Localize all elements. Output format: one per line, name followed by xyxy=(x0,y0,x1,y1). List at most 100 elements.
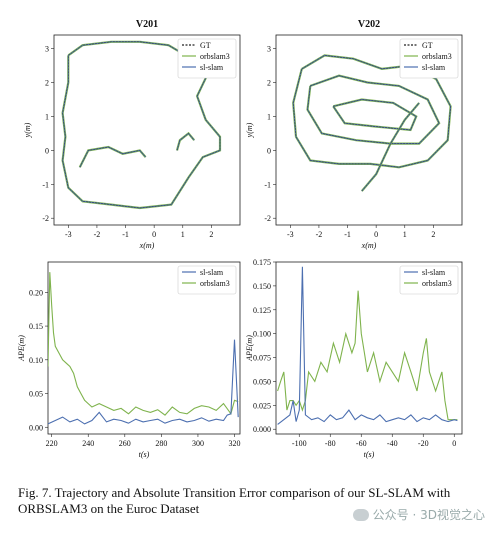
x-tick-label: 2 xyxy=(209,230,213,239)
sl-slam-trajectory xyxy=(361,102,420,192)
figure-caption: Fig. 7. Trajectory and Absolute Transiti… xyxy=(18,485,451,516)
x-tick-label: 240 xyxy=(82,439,94,448)
gt-trajectory xyxy=(307,75,440,144)
plot-frame xyxy=(275,261,463,435)
legend-box xyxy=(399,265,459,295)
figure-canvas: V201 -3 -2 -1 0 1 2 -2 -1 0 1 2 3 x(m) y(m) GT orbslam3 s… xyxy=(17,19,463,459)
y-tick-label: 2 xyxy=(267,79,271,88)
chart-title: V201 xyxy=(136,19,158,30)
x-tick-label: -2 xyxy=(316,230,323,239)
y-tick-label: 3 xyxy=(45,45,49,54)
x-tick-label: -100 xyxy=(292,439,307,448)
chart-title: V202 xyxy=(358,19,380,30)
y-tick-label: 2 xyxy=(45,79,49,88)
wechat-icon xyxy=(352,508,369,521)
legend-label: sl-slam xyxy=(422,268,446,277)
x-tick-label: 1 xyxy=(403,230,407,239)
x-tick-label: -3 xyxy=(65,230,72,239)
gt-trajectory xyxy=(79,146,146,168)
watermark: 公众号 · 3D视觉之心 xyxy=(352,506,485,523)
legend-label: orbslam3 xyxy=(200,279,230,288)
x-tick-label: 0 xyxy=(452,439,456,448)
y-axis-label: y(m) xyxy=(23,122,32,138)
gt-trajectory xyxy=(361,102,420,192)
y-tick-label: 0.050 xyxy=(253,377,271,386)
y-tick-label: 0 xyxy=(45,146,49,155)
legend-label: orbslam3 xyxy=(422,52,452,61)
legend-label: GT xyxy=(200,41,211,50)
y-tick-label: 0 xyxy=(267,146,271,155)
y-tick-label: 0.175 xyxy=(253,258,271,267)
y-tick-label: 0.000 xyxy=(253,425,271,434)
plot-area xyxy=(292,54,452,192)
y-tick-label: 0.125 xyxy=(253,306,271,315)
x-tick-label: -80 xyxy=(325,439,336,448)
x-axis-label: t(s) xyxy=(364,450,375,459)
y-tick-label: 0.025 xyxy=(253,401,271,410)
y-tick-label: 0.10 xyxy=(29,356,43,365)
legend-box xyxy=(399,38,459,79)
x-tick-label: -3 xyxy=(287,230,294,239)
y-tick-label: -1 xyxy=(42,180,49,189)
plot-area xyxy=(48,272,239,425)
y-tick-label: 0.100 xyxy=(253,330,271,339)
orbslam3-trajectory xyxy=(306,74,441,145)
orbslam3-series-line xyxy=(277,290,458,421)
x-tick-label: -1 xyxy=(122,230,129,239)
x-axis-label: x(m) xyxy=(361,241,377,250)
x-axis-label: t(s) xyxy=(139,450,150,459)
legend-box xyxy=(177,38,237,79)
legend-box xyxy=(177,265,237,295)
x-tick-label: 320 xyxy=(229,439,241,448)
y-tick-label: -2 xyxy=(264,214,271,223)
y-tick-label: 0.00 xyxy=(29,423,43,432)
plot-frame xyxy=(53,34,241,226)
plot-frame xyxy=(275,34,463,226)
x-tick-label: 0 xyxy=(374,230,378,239)
legend-label: sl-slam xyxy=(200,268,224,277)
x-tick-label: 1 xyxy=(181,230,185,239)
y-tick-label: 1 xyxy=(267,112,271,121)
y-tick-label: 0.20 xyxy=(29,288,43,297)
x-axis-label: x(m) xyxy=(139,241,155,250)
gt-trajectory xyxy=(292,55,451,168)
x-tick-label: -60 xyxy=(356,439,367,448)
x-tick-label: 0 xyxy=(152,230,156,239)
y-tick-label: 0.075 xyxy=(253,354,271,363)
gt-trajectory xyxy=(62,41,221,209)
legend-label: GT xyxy=(422,41,433,50)
x-tick-label: 220 xyxy=(46,439,58,448)
y-tick-label: 0.15 xyxy=(29,322,43,331)
plot-area xyxy=(277,266,458,425)
x-tick-label: -20 xyxy=(418,439,429,448)
x-tick-label: 260 xyxy=(119,439,131,448)
x-tick-label: -1 xyxy=(344,230,351,239)
orbslam3-trajectory xyxy=(360,102,420,192)
legend-label: sl-slam xyxy=(200,63,224,72)
y-axis-label: APE(m) xyxy=(17,335,26,362)
x-tick-label: 280 xyxy=(155,439,167,448)
y-tick-label: 1 xyxy=(45,112,49,121)
x-tick-label: 300 xyxy=(192,439,204,448)
y-tick-label: -1 xyxy=(264,180,271,189)
x-tick-label: 2 xyxy=(431,230,435,239)
legend-label: orbslam3 xyxy=(422,279,452,288)
y-tick-label: -2 xyxy=(42,214,49,223)
y-axis-label: APE(m) xyxy=(245,335,254,362)
y-tick-label: 0.150 xyxy=(253,282,271,291)
legend-label: sl-slam xyxy=(422,63,446,72)
plot-area xyxy=(61,40,222,210)
sl-slam-series-line xyxy=(48,339,239,425)
x-tick-label: -40 xyxy=(387,439,398,448)
y-tick-label: 0.05 xyxy=(29,390,43,399)
orbslam3-trajectory xyxy=(332,98,418,132)
orbslam3-series-line xyxy=(48,272,239,416)
y-axis-label: y(m) xyxy=(245,122,254,138)
gt-trajectory xyxy=(333,99,417,131)
sl-slam-series-line xyxy=(277,266,458,425)
x-tick-label: -2 xyxy=(94,230,101,239)
watermark-text: 公众号 · 3D视觉之心 xyxy=(372,508,485,522)
y-tick-label: 3 xyxy=(267,45,271,54)
gt-trajectory xyxy=(176,133,195,151)
legend-label: orbslam3 xyxy=(200,52,230,61)
